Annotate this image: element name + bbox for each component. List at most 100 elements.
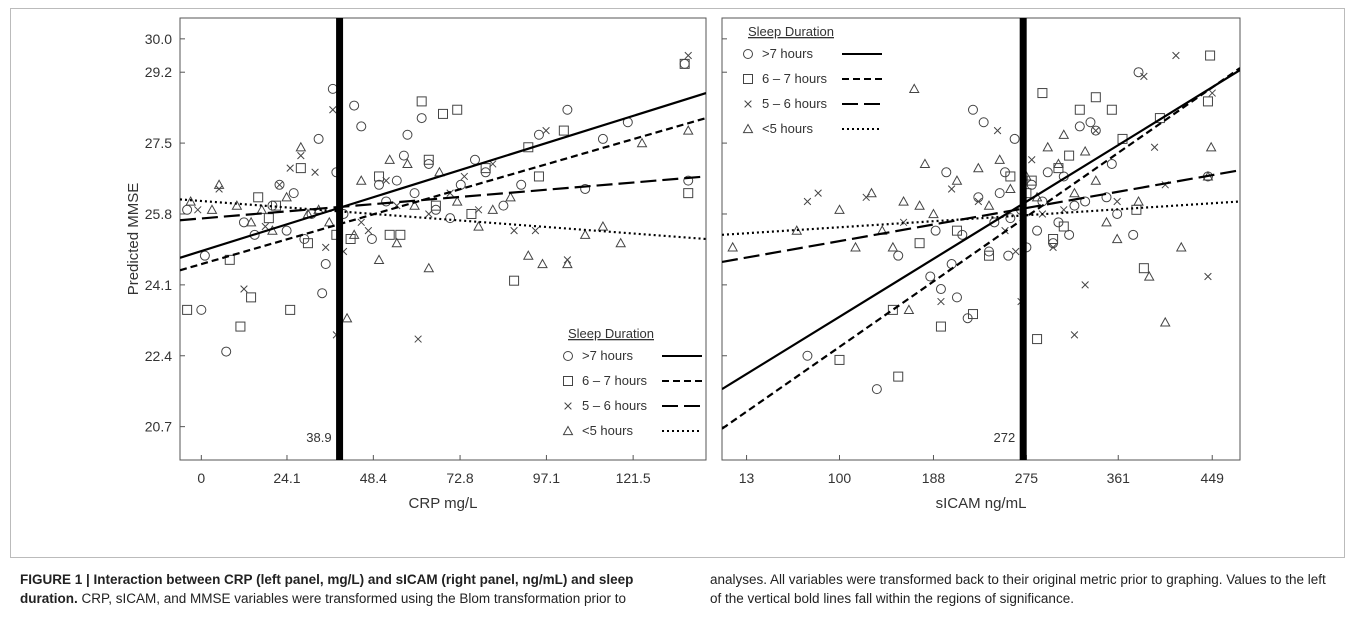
left-point-triangle (391, 237, 403, 248)
right-point-circle (978, 117, 989, 128)
left-point-square (480, 163, 491, 174)
right-point-triangle (919, 158, 931, 169)
left-point-triangle (451, 195, 463, 206)
right-point-circle (1080, 196, 1091, 207)
left-point-triangle (231, 200, 243, 210)
left-point-square (416, 96, 427, 107)
right-point-circle (1085, 117, 1096, 128)
left-point-triangle (682, 125, 694, 135)
right-point-x (1070, 331, 1079, 339)
left-point-triangle (256, 204, 268, 214)
left-point-circle (498, 200, 509, 211)
left-point-x (286, 164, 294, 172)
left-point-circle (320, 259, 331, 270)
left-plot: 20.7 22.4 24.1 25.8 27.5 29.2 30.0 0 24.1 48.4 72.… (125, 17, 707, 512)
left-point-triangle (355, 175, 367, 185)
left-ytick-label: 30.0 (145, 31, 172, 47)
left-point-circle (327, 83, 338, 94)
right-point-circle (973, 192, 984, 203)
left-xtick-label: 0 (197, 470, 205, 486)
right-point-triangle (727, 241, 739, 252)
right-point-triangle (983, 200, 995, 210)
right-point-circle (1106, 158, 1117, 169)
left-point-x (382, 176, 390, 185)
right-point-square (1090, 92, 1101, 103)
left-point-triangle (281, 191, 292, 202)
left-point-square (430, 200, 441, 211)
caption-body: CRP, sICAM, and MMSE variables were tran… (77, 572, 1326, 606)
left-plot-area (180, 51, 706, 357)
right-point-triangle (1042, 141, 1054, 152)
left-point-circle (391, 175, 402, 186)
right-point-square (967, 309, 978, 320)
right-point-x (814, 189, 822, 197)
right-xtick-label: 361 (1107, 470, 1131, 486)
left-point-square (235, 321, 246, 332)
legend-label: <5 hours (762, 121, 813, 136)
left-point-circle (182, 204, 193, 215)
left-point-triangle (409, 200, 420, 210)
right-point-square (1074, 104, 1085, 115)
left-point-square (423, 154, 434, 165)
right-point-triangle (1058, 129, 1070, 139)
right-point-x (1081, 281, 1089, 289)
left-point-x (297, 151, 305, 160)
right-point-triangle (791, 225, 803, 235)
left-point-x (240, 285, 248, 293)
legend-title: Sleep Duration (748, 24, 834, 39)
left-point-x (510, 226, 518, 235)
right-point-triangle (1005, 183, 1016, 194)
right-point-triangle (1069, 187, 1080, 198)
right-fit-line-longdash (722, 169, 1240, 264)
right-point-triangle (887, 241, 899, 252)
left-point-square (438, 108, 448, 119)
left-point-circle (317, 288, 328, 299)
left-point-square (533, 171, 544, 182)
right-point-x (1208, 89, 1216, 97)
left-ytick-label: 24.1 (145, 277, 172, 293)
left-point-triangle (373, 254, 385, 264)
right-point-triangle (1133, 195, 1144, 206)
left-ytick-label: 20.7 (145, 419, 172, 435)
left-point-square (302, 238, 313, 249)
legend-marker-triangle (742, 123, 754, 134)
left-point-x (531, 226, 540, 235)
right-point-square (1106, 104, 1117, 115)
left-point-circle (562, 104, 573, 115)
right-fit-line-dashed (722, 67, 1240, 430)
right-point-triangle (903, 304, 915, 314)
right-fit-line-solid (722, 69, 1240, 391)
legend-marker-square (743, 74, 753, 84)
right-point-circle (967, 104, 978, 115)
right-xtick-label: 100 (828, 470, 852, 486)
right-point-triangle (1090, 175, 1102, 185)
left-point-circle (445, 213, 456, 224)
right-point-x (947, 185, 956, 193)
left-fit-line-longdash (180, 175, 706, 222)
right-point-circle (935, 284, 946, 295)
right-significance-label: 272 (993, 430, 1015, 445)
right-point-square (1032, 334, 1043, 345)
left-point-triangle (597, 220, 609, 231)
left-point-triangle (579, 229, 591, 239)
right-point-circle (802, 350, 813, 361)
left-point-x (414, 335, 422, 343)
left-point-triangle (423, 262, 435, 273)
right-point-x (1049, 243, 1057, 252)
right-point-circle (1074, 121, 1085, 132)
right-point-circle (1090, 125, 1101, 136)
legend-label: 5 – 6 hours (762, 96, 828, 111)
right-xtick-label: 449 (1201, 470, 1225, 486)
left-point-circle (221, 346, 232, 357)
right-point-square (1026, 175, 1037, 186)
left-point-square (466, 208, 477, 219)
right-point-square (1005, 171, 1016, 182)
left-point-x (364, 226, 373, 235)
left-point-square (384, 229, 395, 240)
left-point-circle (313, 133, 324, 144)
left-xtick-label: 24.1 (273, 470, 300, 486)
legend-title: Sleep Duration (568, 326, 654, 341)
left-point-square (679, 58, 690, 69)
left-fit-line-solid (180, 92, 706, 259)
right-point-square (984, 250, 995, 261)
